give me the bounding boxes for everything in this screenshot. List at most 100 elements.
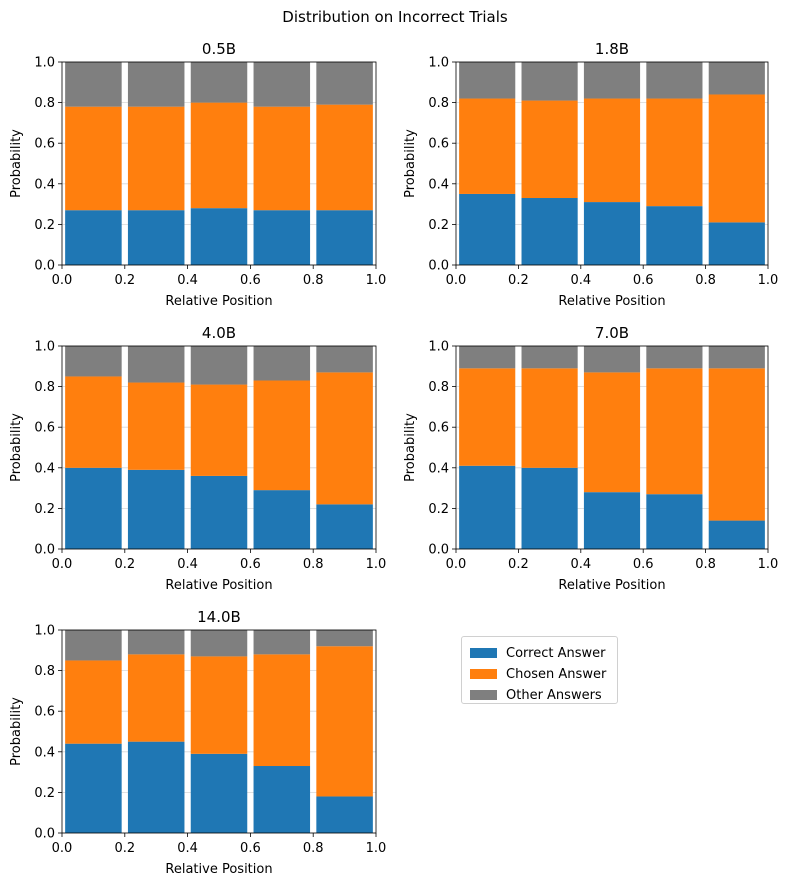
legend-swatch-correct	[470, 648, 497, 658]
x-tick-label: 0.8	[695, 273, 716, 288]
bar-chosen	[459, 98, 516, 194]
bar-chosen	[253, 380, 311, 491]
bar-chosen	[646, 368, 703, 495]
bar-other	[459, 62, 516, 99]
bar-chosen	[708, 368, 765, 521]
bar-correct	[253, 210, 311, 265]
bar-other	[316, 630, 373, 647]
y-tick-label: 0.6	[34, 421, 55, 436]
axes-frame	[61, 345, 377, 550]
bar-chosen	[316, 646, 373, 797]
legend-swatch-chosen	[470, 669, 497, 679]
x-tick-label: 0.4	[177, 557, 198, 572]
y-tick-label: 0.6	[428, 421, 449, 436]
legend-swatch-other	[470, 690, 497, 700]
x-tick-label: 0.8	[695, 557, 716, 572]
x-tick-label: 0.0	[52, 841, 73, 856]
subplot-title: 7.0B	[595, 324, 629, 342]
legend-label-correct: Correct Answer	[506, 645, 606, 661]
x-tick-label: 0.2	[114, 841, 135, 856]
subplot-title: 4.0B	[202, 324, 236, 342]
bar-chosen	[583, 372, 641, 493]
x-tick-label: 0.2	[508, 273, 529, 288]
bar-other	[583, 346, 641, 373]
bar-other	[521, 62, 578, 101]
bar-chosen	[65, 660, 122, 744]
y-tick-label: 0.4	[34, 177, 55, 192]
bar-correct	[316, 504, 373, 549]
bar-other	[190, 62, 248, 103]
x-tick-label: 0.6	[633, 557, 654, 572]
x-tick-label: 1.0	[758, 273, 779, 288]
bar-other	[65, 630, 122, 661]
subplot-14-0B: 0.0 0.2 0.4 0.6 0.8 1.0 0.0 0.2 0.4 0.6 0.8 1.0 14.0…	[9, 608, 386, 877]
bar-chosen	[521, 368, 578, 468]
y-tick-label: 0.2	[34, 502, 55, 517]
bar-correct	[583, 202, 641, 265]
bar-other	[316, 346, 373, 373]
bar-other	[521, 346, 578, 369]
bar-other	[127, 630, 185, 655]
bar-correct	[646, 494, 703, 549]
y-tick-label: 1.0	[428, 340, 449, 355]
bar-chosen	[190, 656, 248, 754]
bar-other	[708, 62, 765, 95]
x-tick-label: 0.6	[633, 273, 654, 288]
bar-chosen	[708, 94, 765, 223]
bar-correct	[190, 475, 248, 549]
bar-correct	[65, 743, 122, 833]
subplot-7-0B: 0.0 0.2 0.4 0.6 0.8 1.0 0.0 0.2 0.4 0.6 0.8 1.0 7.0B…	[403, 324, 778, 593]
bar-chosen	[65, 106, 122, 211]
bar-chosen	[646, 98, 703, 207]
x-tick-label: 0.0	[446, 273, 467, 288]
axes-frame	[455, 61, 769, 266]
y-tick-label: 0.0	[428, 543, 449, 558]
bar-correct	[127, 210, 185, 265]
bar-other	[253, 346, 311, 381]
y-axis-label: Probability	[9, 129, 24, 198]
bar-other	[583, 62, 641, 99]
y-tick-label: 0.6	[34, 137, 55, 152]
x-tick-label: 0.2	[114, 557, 135, 572]
bar-other	[127, 346, 185, 383]
bar-other	[459, 346, 516, 369]
y-tick-label: 0.8	[34, 380, 55, 395]
y-axis-label: Probability	[403, 413, 418, 482]
subplot-title: 1.8B	[595, 40, 629, 58]
x-tick-label: 0.4	[570, 273, 591, 288]
legend: Correct Answer Chosen Answer Other Answe…	[461, 636, 618, 704]
bar-chosen	[65, 376, 122, 468]
bar-correct	[65, 210, 122, 265]
y-tick-label: 0.6	[34, 705, 55, 720]
y-tick-label: 1.0	[34, 340, 55, 355]
bar-chosen	[316, 104, 373, 211]
x-axis-label: Relative Position	[558, 578, 665, 593]
figure-title: Distribution on Incorrect Trials	[282, 8, 508, 26]
bar-chosen	[190, 384, 248, 476]
y-axis-label: Probability	[9, 697, 24, 766]
bar-chosen	[127, 106, 185, 211]
bar-correct	[127, 469, 185, 549]
y-axis-label: Probability	[9, 413, 24, 482]
subplot-1-8B: 0.0 0.2 0.4 0.6 0.8 1.0 0.0 0.2 0.4 0.6 0.8 1.0 1.8B…	[403, 40, 778, 309]
legend-item-correct: Correct Answer	[470, 645, 605, 661]
axes-frame	[61, 61, 377, 266]
y-tick-label: 0.2	[428, 502, 449, 517]
bar-correct	[459, 465, 516, 549]
bar-chosen	[190, 102, 248, 209]
bar-other	[646, 62, 703, 99]
subplot-0-5B: 0.0 0.2 0.4 0.6 0.8 1.0 0.0 0.2 0.4 0.6 0.8 1.0 0.5B…	[9, 40, 386, 309]
x-axis-label: Relative Position	[165, 578, 272, 593]
x-tick-label: 0.0	[52, 557, 73, 572]
axes-frame	[455, 345, 769, 550]
x-tick-label: 0.4	[570, 557, 591, 572]
x-tick-label: 0.8	[303, 557, 324, 572]
y-tick-label: 0.2	[34, 786, 55, 801]
bar-chosen	[253, 106, 311, 211]
y-tick-label: 0.8	[34, 96, 55, 111]
x-tick-label: 0.6	[240, 841, 261, 856]
axes-frame	[61, 629, 377, 834]
legend-item-chosen: Chosen Answer	[470, 666, 606, 682]
x-tick-label: 0.6	[240, 273, 261, 288]
